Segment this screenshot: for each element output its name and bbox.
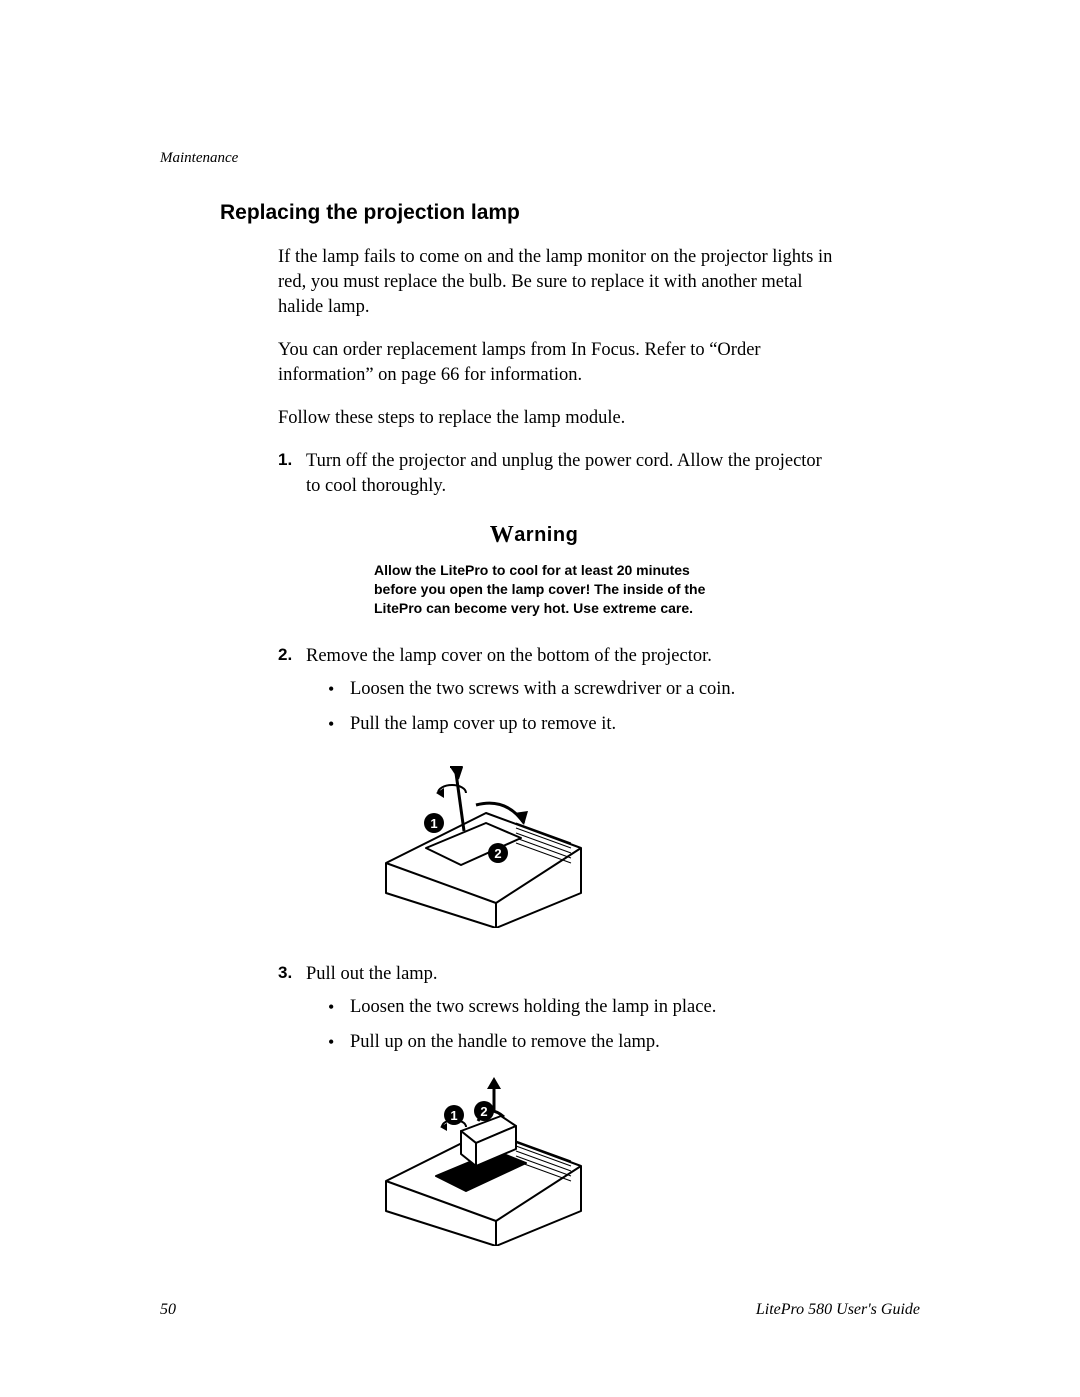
lamp-cover-illustration-icon: 1 2: [366, 753, 596, 928]
lamp-removal-illustration-icon: 1 2: [366, 1071, 596, 1246]
step-text: Pull out the lamp.: [306, 964, 438, 984]
body-content: If the lamp fails to come on and the lam…: [278, 245, 838, 1254]
figure-lamp-cover-removal: 1 2: [366, 753, 838, 936]
step-text: Turn off the projector and unplug the po…: [306, 451, 822, 496]
intro-paragraph-2: You can order replacement lamps from In …: [278, 338, 838, 388]
warning-label-rest: arning: [514, 524, 578, 546]
warning-heading: Warning: [334, 519, 734, 551]
bullet: Loosen the two screws holding the lamp i…: [324, 995, 838, 1020]
step-text: Remove the lamp cover on the bottom of t…: [306, 646, 712, 666]
figure-lamp-removal: 1 2: [366, 1071, 838, 1254]
bullet: Loosen the two screws with a screwdriver…: [324, 677, 838, 702]
step-3-bullets: Loosen the two screws holding the lamp i…: [306, 995, 838, 1055]
bullet: Pull the lamp cover up to remove it.: [324, 712, 838, 737]
section-title: Replacing the projection lamp: [220, 201, 920, 225]
step-2-bullets: Loosen the two screws with a screwdriver…: [306, 677, 838, 737]
step-number: 3.: [278, 962, 292, 985]
running-head: Maintenance: [160, 150, 920, 167]
step-number: 2.: [278, 644, 292, 667]
callout-1: 1: [430, 816, 437, 831]
step-number: 1.: [278, 449, 292, 472]
warning-text: Allow the LitePro to cool for at least 2…: [374, 561, 734, 618]
callout-1: 1: [450, 1108, 457, 1123]
callout-2: 2: [494, 846, 501, 861]
page: Maintenance Replacing the projection lam…: [0, 0, 1080, 1397]
step-3: 3. Pull out the lamp. Loosen the two scr…: [278, 962, 838, 1254]
bullet: Pull up on the handle to remove the lamp…: [324, 1030, 838, 1055]
steps-list: 1. Turn off the projector and unplug the…: [278, 449, 838, 1254]
footer-guide-title: LitePro 580 User's Guide: [756, 1301, 920, 1319]
step-1: 1. Turn off the projector and unplug the…: [278, 449, 838, 618]
intro-paragraph-1: If the lamp fails to come on and the lam…: [278, 245, 838, 320]
page-footer: 50 LitePro 580 User's Guide: [160, 1301, 920, 1319]
step-2: 2. Remove the lamp cover on the bottom o…: [278, 644, 838, 936]
page-number: 50: [160, 1301, 176, 1319]
intro-paragraph-3: Follow these steps to replace the lamp m…: [278, 406, 838, 431]
callout-2: 2: [480, 1104, 487, 1119]
warning-block: Warning Allow the LitePro to cool for at…: [334, 519, 734, 618]
warning-w-icon: W: [490, 522, 515, 548]
